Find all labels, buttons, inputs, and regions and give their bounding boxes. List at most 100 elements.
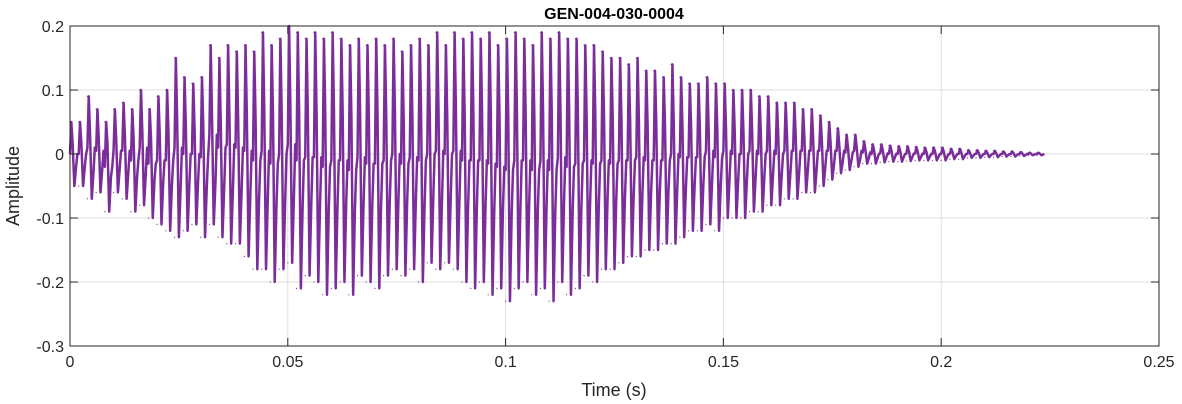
data-point-min	[112, 191, 115, 193]
data-point-min	[269, 281, 271, 283]
data-point-min	[870, 163, 873, 165]
data-point-min	[548, 300, 550, 302]
data-point-max	[313, 31, 315, 33]
data-point-max	[426, 44, 428, 46]
data-point-max	[670, 63, 672, 65]
data-point-min	[348, 294, 350, 296]
data-point-max	[1027, 152, 1029, 154]
data-point-min	[173, 236, 176, 238]
y-tick-label: 0.2	[42, 19, 64, 36]
data-point-max	[574, 38, 576, 40]
x-tick-label: 0.05	[272, 354, 303, 371]
data-point-min	[696, 230, 698, 232]
series-line	[68, 24, 1045, 303]
data-point-min	[609, 268, 611, 270]
data-point-min	[513, 287, 515, 289]
data-point-min	[444, 262, 446, 264]
data-point-max	[522, 38, 524, 40]
data-point-min	[975, 157, 977, 159]
data-point-max	[1001, 150, 1003, 153]
axes-frame	[69, 25, 1160, 347]
data-point-min	[1019, 155, 1021, 157]
data-point-max	[905, 145, 907, 147]
data-point-min	[287, 262, 289, 264]
data-point-max	[191, 83, 193, 85]
data-point-min	[809, 191, 812, 193]
data-point-min	[618, 262, 620, 264]
data-point-min	[470, 287, 472, 289]
data-point-max	[417, 38, 420, 40]
data-point-min	[949, 158, 951, 160]
data-point-min	[801, 191, 803, 193]
data-point-min	[234, 243, 237, 245]
data-point-max	[565, 38, 568, 40]
data-point-max	[635, 57, 637, 59]
data-point-min	[827, 179, 829, 181]
data-point-min	[844, 169, 846, 171]
data-point-max	[853, 134, 855, 136]
data-point-min	[583, 275, 585, 277]
data-point-min	[86, 198, 89, 200]
data-point-min	[557, 281, 559, 283]
data-point-max	[783, 102, 785, 104]
data-point-max	[653, 70, 655, 72]
data-point-max	[269, 44, 271, 46]
data-point-max	[975, 149, 977, 151]
data-point-min	[139, 204, 141, 206]
data-point-max	[897, 145, 899, 147]
data-point-min	[897, 161, 899, 163]
data-point-max	[557, 31, 559, 33]
data-point-min	[104, 211, 106, 213]
y-tick-label: -0.3	[36, 339, 64, 356]
data-point-max	[661, 76, 664, 78]
data-point-max	[295, 31, 298, 33]
data-point-max	[147, 108, 150, 110]
data-point-max	[200, 76, 202, 78]
data-point-min	[461, 281, 463, 283]
data-point-max	[104, 121, 106, 123]
data-point-min	[409, 268, 411, 270]
data-point-min	[539, 287, 542, 289]
data-point-max	[165, 89, 167, 91]
data-point-min	[792, 198, 794, 200]
x-tick-label: 0.25	[1143, 354, 1174, 371]
data-point-max	[775, 102, 777, 104]
data-point-min	[565, 294, 568, 296]
data-point-max	[226, 44, 228, 46]
data-point-max	[740, 89, 742, 91]
data-point-max	[618, 57, 620, 59]
data-point-min	[818, 185, 820, 187]
data-point-max	[801, 108, 803, 110]
data-point-max	[487, 31, 489, 33]
data-point-max	[339, 38, 341, 40]
data-point-min	[147, 217, 150, 219]
data-point-min	[356, 275, 359, 277]
data-point-min	[1036, 154, 1038, 156]
data-point-max	[461, 38, 463, 40]
data-point-max	[130, 108, 132, 110]
data-point-max	[539, 31, 542, 33]
data-point-min	[862, 163, 864, 165]
data-point-min	[731, 217, 733, 219]
data-point-min	[261, 268, 263, 270]
data-point-max	[1036, 152, 1038, 154]
data-point-max	[95, 108, 97, 110]
data-point-max	[470, 31, 472, 33]
data-point-max	[356, 38, 359, 40]
data-point-min	[330, 287, 332, 289]
data-point-min	[1001, 155, 1003, 158]
data-point-max	[644, 70, 646, 72]
data-point-min	[931, 159, 934, 161]
data-point-min	[992, 156, 995, 158]
data-point-max	[923, 147, 925, 149]
data-point-min	[687, 230, 690, 232]
data-point-min	[374, 287, 376, 289]
data-point-max	[679, 76, 681, 78]
data-point-min	[165, 230, 167, 232]
y-tick-label: 0	[55, 147, 64, 164]
data-point-min	[740, 217, 742, 219]
data-point-max	[722, 83, 725, 85]
data-point-max	[531, 44, 533, 46]
data-point-max	[217, 57, 219, 59]
data-point-max	[156, 95, 158, 97]
